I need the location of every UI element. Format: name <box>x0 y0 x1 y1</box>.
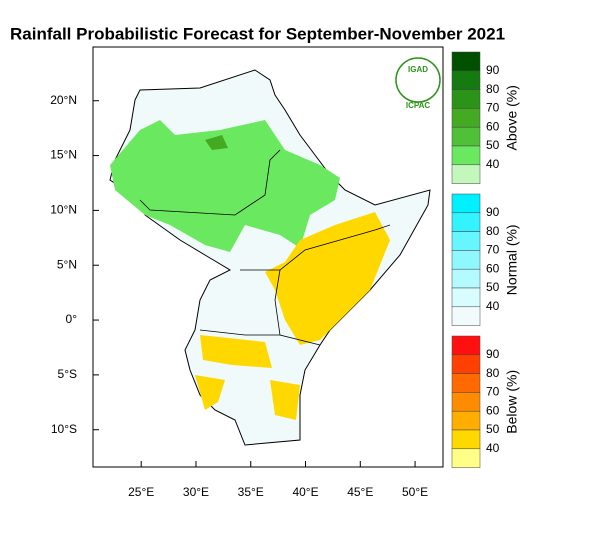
colorbar-box <box>451 89 481 109</box>
colorbar-box <box>451 354 481 374</box>
x-tick-label: 35°E <box>238 485 264 499</box>
colorbar-box <box>451 410 481 431</box>
above-normal-area <box>110 120 340 252</box>
below-normal-area <box>195 375 225 410</box>
logo <box>395 57 441 103</box>
colorbar-box <box>451 306 481 326</box>
colorbar-box <box>451 164 481 184</box>
above-normal-core <box>205 135 228 150</box>
borders <box>199 329 280 336</box>
borders <box>139 149 281 216</box>
y-tick-label: 10°N <box>50 203 77 217</box>
colorbar-title: Above (%) <box>504 85 520 150</box>
colorbar-label: 60 <box>486 261 500 275</box>
y-tick-label: 0° <box>66 312 78 326</box>
colorbar-box <box>451 287 481 308</box>
colorbar-label: 50 <box>486 138 500 152</box>
colorbar-box <box>451 51 481 72</box>
colorbar-title: Normal (%) <box>504 224 520 295</box>
colorbar-box <box>451 108 481 128</box>
colorbar-title: Below (%) <box>504 370 520 434</box>
colorbar-box <box>451 268 481 289</box>
colorbar-box <box>451 145 481 166</box>
colorbar-label: 70 <box>486 243 500 257</box>
colorbar-label: 60 <box>486 119 500 133</box>
colorbar-box <box>451 231 481 251</box>
colorbar-label: 50 <box>486 280 500 294</box>
colorbar-label: 70 <box>486 101 500 115</box>
y-tick-label: 20°N <box>50 93 77 107</box>
colorbar-box <box>451 193 481 214</box>
colorbar-box <box>451 212 481 232</box>
colorbar-label: 50 <box>486 422 500 436</box>
colorbar-box <box>451 373 481 393</box>
colorbar-box <box>451 250 481 270</box>
y-tick-label: 15°N <box>50 148 77 162</box>
borders <box>240 224 391 271</box>
colorbar-label: 80 <box>486 224 500 238</box>
colorbar-label: 90 <box>486 205 500 219</box>
x-tick-label: 30°E <box>183 485 209 499</box>
colorbar-box <box>451 429 481 450</box>
below-normal-area <box>200 335 272 368</box>
y-tick-label: 5°S <box>58 367 77 381</box>
below-normal-area <box>270 380 300 420</box>
map-title: Rainfall Probabilistic Forecast for Sept… <box>10 24 505 43</box>
colorbar-box <box>451 126 481 147</box>
colorbar-label: 80 <box>486 82 500 96</box>
colorbar-box <box>451 448 481 468</box>
colorbar-label: 70 <box>486 385 500 399</box>
colorbar-box <box>451 70 481 90</box>
colorbar-label: 80 <box>486 366 500 380</box>
colorbar-label: 40 <box>486 441 500 455</box>
colorbar-label: 90 <box>486 347 500 361</box>
colorbar-label: 40 <box>486 299 500 313</box>
y-tick-label: 10°S <box>51 422 77 436</box>
borders <box>274 269 321 346</box>
x-tick-label: 50°E <box>402 485 428 499</box>
colorbar-box <box>451 335 481 356</box>
x-tick-label: 25°E <box>128 485 154 499</box>
logo-text: IGAD <box>408 65 428 74</box>
y-tick-label: 5°N <box>57 257 77 271</box>
x-tick-label: 40°E <box>292 485 318 499</box>
below-normal-area <box>265 212 390 345</box>
colorbar-box <box>451 392 481 412</box>
colorbar-label: 90 <box>486 63 500 77</box>
x-tick-label: 45°E <box>347 485 373 499</box>
colorbar-label: 60 <box>486 403 500 417</box>
logo-text: ICPAC <box>406 101 431 110</box>
colorbar-label: 40 <box>486 157 500 171</box>
